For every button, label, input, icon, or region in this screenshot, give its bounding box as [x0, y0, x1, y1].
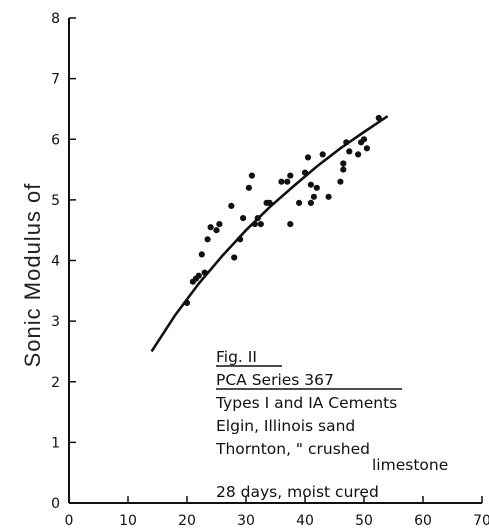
x-tick-label: 10	[119, 513, 137, 529]
data-point	[296, 199, 303, 206]
x-tick-label: 70	[473, 513, 489, 529]
data-point	[237, 236, 244, 243]
cement-types: Types I and IA Cements	[215, 394, 397, 412]
data-point	[325, 193, 332, 200]
curing-info: 28 days, moist cured	[216, 483, 379, 501]
data-point	[195, 272, 202, 279]
data-point	[207, 224, 214, 231]
data-point	[183, 299, 191, 306]
data-point	[337, 178, 344, 185]
x-tick-label: 50	[355, 513, 373, 529]
data-points	[183, 114, 382, 306]
data-point	[257, 221, 264, 228]
data-point	[198, 251, 205, 258]
data-point	[216, 221, 223, 228]
data-point	[307, 181, 314, 188]
data-point	[340, 166, 347, 173]
data-point	[213, 227, 220, 234]
data-point	[355, 151, 362, 158]
y-tick-label: 5	[51, 193, 60, 209]
y-tick-label: 0	[51, 496, 60, 512]
data-point	[278, 178, 285, 185]
data-point	[340, 160, 347, 167]
stone-source: Thornton, " crushed	[215, 440, 370, 458]
data-point	[301, 169, 309, 176]
data-point	[254, 215, 261, 222]
y-tick-label: 6	[51, 132, 60, 148]
y-tick-label: 7	[51, 72, 60, 88]
y-axis-label: Sonic Modulus of	[20, 183, 45, 368]
data-point	[287, 221, 294, 228]
data-point	[204, 236, 211, 243]
data-point	[287, 172, 294, 179]
data-point	[313, 184, 320, 191]
data-point	[304, 154, 312, 161]
series-label: PCA Series 367	[216, 371, 334, 389]
data-point	[201, 269, 208, 276]
x-tick-label: 30	[237, 513, 255, 529]
data-point	[307, 199, 314, 206]
sand-source: Elgin, Illinois sand	[216, 417, 355, 435]
x-tick-label: 20	[178, 513, 196, 529]
data-point	[245, 184, 252, 191]
data-point	[251, 221, 258, 228]
y-tick-label: 3	[51, 314, 60, 330]
y-tick-label: 2	[51, 375, 60, 391]
data-point	[284, 178, 291, 185]
data-point	[319, 151, 326, 158]
data-point	[266, 199, 273, 206]
y-tick-label: 1	[51, 435, 60, 451]
x-tick-label: 40	[296, 513, 314, 529]
data-point	[310, 193, 317, 200]
y-tick-label: 8	[51, 11, 60, 27]
stone-type: limestone	[372, 456, 448, 474]
fig-title: Fig. II	[216, 348, 257, 366]
data-point	[363, 145, 370, 152]
data-point	[343, 139, 350, 146]
x-tick-label: 0	[65, 513, 74, 529]
y-tick-label: 4	[51, 254, 60, 270]
data-point	[240, 215, 247, 222]
data-point	[228, 202, 235, 209]
data-point	[346, 148, 353, 155]
figure-annotation: Fig. II PCA Series 367 Types I and IA Ce…	[215, 348, 448, 501]
data-point	[231, 254, 238, 261]
x-tick-label: 60	[414, 513, 432, 529]
data-point	[360, 136, 368, 143]
data-point	[248, 172, 255, 179]
ticks: 0 1 2 3 4 5 6 7 8 0 10 20 30 40 50 60 70	[51, 11, 489, 529]
data-point	[375, 114, 382, 122]
